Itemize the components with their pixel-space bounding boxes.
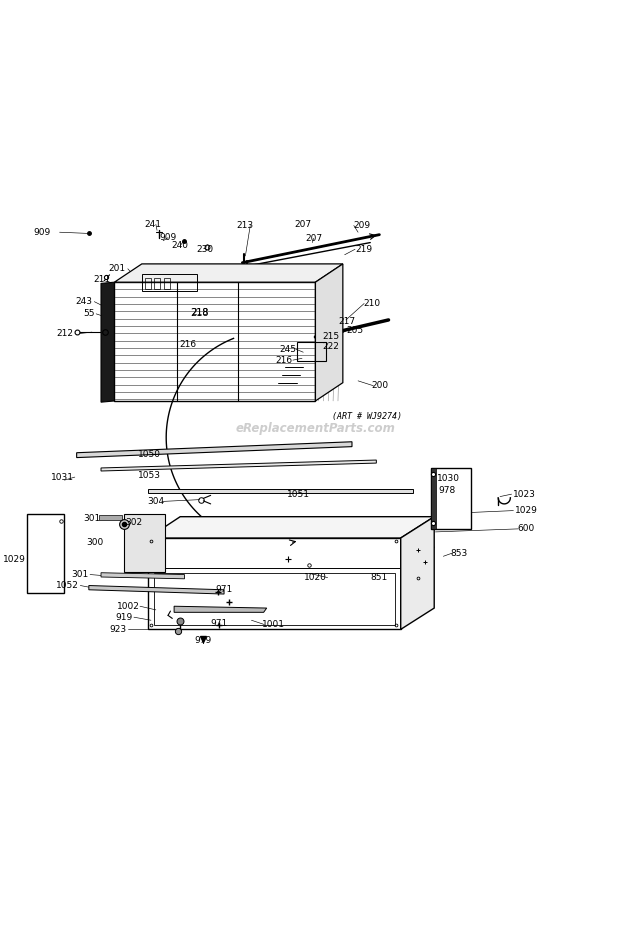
Polygon shape xyxy=(115,283,316,401)
Bar xyxy=(431,468,471,528)
Bar xyxy=(297,342,326,362)
Text: (ART # WJ9274): (ART # WJ9274) xyxy=(332,412,402,421)
Polygon shape xyxy=(115,264,343,283)
Bar xyxy=(145,278,151,289)
Bar xyxy=(142,274,197,291)
Text: 211: 211 xyxy=(93,275,110,284)
Text: 1030: 1030 xyxy=(437,474,460,483)
Text: 218: 218 xyxy=(190,308,209,317)
Text: 600: 600 xyxy=(518,525,535,533)
Text: 301: 301 xyxy=(71,570,89,579)
Polygon shape xyxy=(401,516,434,629)
Text: 1031: 1031 xyxy=(51,473,74,481)
Polygon shape xyxy=(316,264,343,401)
Text: 215: 215 xyxy=(323,333,340,342)
Polygon shape xyxy=(77,442,352,458)
Text: 1050: 1050 xyxy=(138,450,161,459)
Text: 1053: 1053 xyxy=(138,471,161,479)
Text: 243: 243 xyxy=(75,297,92,306)
Text: 300: 300 xyxy=(86,539,104,547)
Text: 1002: 1002 xyxy=(117,602,140,610)
Text: 210: 210 xyxy=(363,299,380,308)
Text: 978: 978 xyxy=(438,486,456,495)
Text: eReplacementParts.com: eReplacementParts.com xyxy=(236,422,396,435)
Polygon shape xyxy=(89,586,224,594)
Text: 241: 241 xyxy=(144,219,161,229)
Text: 212: 212 xyxy=(56,330,74,338)
Text: 218: 218 xyxy=(191,308,208,317)
Text: 213: 213 xyxy=(237,221,254,230)
Polygon shape xyxy=(148,516,434,538)
Text: 207: 207 xyxy=(305,234,322,243)
Polygon shape xyxy=(148,538,401,629)
Text: 923: 923 xyxy=(110,625,126,634)
Polygon shape xyxy=(101,460,376,471)
Text: 205: 205 xyxy=(346,326,363,335)
Text: 851: 851 xyxy=(371,573,388,582)
Bar xyxy=(154,574,394,625)
Polygon shape xyxy=(174,607,267,612)
Text: 1001: 1001 xyxy=(262,620,285,629)
Text: 200: 200 xyxy=(371,382,389,390)
Text: 240: 240 xyxy=(171,241,188,251)
Text: 909: 909 xyxy=(159,234,177,242)
Bar xyxy=(99,515,122,520)
Text: 971: 971 xyxy=(211,619,228,627)
Bar xyxy=(123,513,165,572)
Bar xyxy=(154,278,160,289)
Text: 304: 304 xyxy=(147,497,164,506)
Text: 1051: 1051 xyxy=(287,490,310,498)
Bar xyxy=(164,278,171,289)
Text: 219: 219 xyxy=(355,245,372,253)
Bar xyxy=(431,468,436,528)
Text: 302: 302 xyxy=(125,518,143,527)
Polygon shape xyxy=(101,283,115,402)
Text: 222: 222 xyxy=(323,342,340,350)
Text: 245: 245 xyxy=(279,345,296,353)
Text: 1020: 1020 xyxy=(304,573,326,582)
Text: 1052: 1052 xyxy=(56,581,79,590)
Text: 216: 216 xyxy=(179,340,196,349)
Text: 919: 919 xyxy=(115,612,133,622)
Text: 853: 853 xyxy=(451,549,468,558)
Bar xyxy=(27,513,64,593)
Text: 1023: 1023 xyxy=(513,490,536,498)
Polygon shape xyxy=(148,489,413,493)
Text: 909: 909 xyxy=(33,228,50,236)
Text: 1029: 1029 xyxy=(515,506,538,515)
Text: 207: 207 xyxy=(294,219,312,229)
Text: 217: 217 xyxy=(338,317,355,326)
Text: 971: 971 xyxy=(215,585,232,594)
Text: 1029: 1029 xyxy=(3,555,26,564)
Text: 209: 209 xyxy=(354,221,371,230)
Text: 230: 230 xyxy=(196,245,213,253)
Polygon shape xyxy=(101,573,185,578)
Text: 201: 201 xyxy=(108,265,125,273)
Text: 216: 216 xyxy=(276,356,293,365)
Text: 979: 979 xyxy=(194,636,211,645)
Text: 55: 55 xyxy=(84,309,95,318)
Text: 301: 301 xyxy=(84,514,101,523)
